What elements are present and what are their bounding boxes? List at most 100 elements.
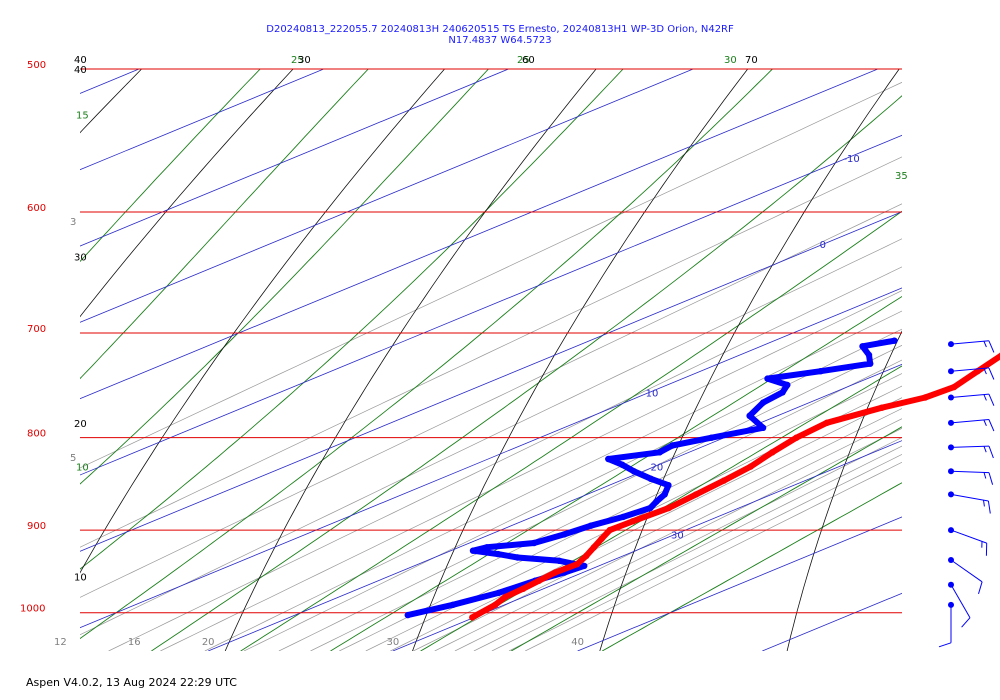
moist-adiabat-line	[80, 69, 624, 570]
temperature-profile-point	[606, 526, 613, 534]
dewpoint-profile-point	[759, 399, 767, 406]
mixing-ratio-line	[365, 385, 902, 651]
dewpoint-profile-point	[469, 547, 477, 554]
temperature-profile-point	[573, 561, 581, 568]
dewpoint-profile-point	[561, 531, 568, 538]
wind-barb-flag	[988, 367, 995, 380]
dry-adiabat-label: 20	[74, 419, 87, 430]
isotherm-line	[80, 69, 695, 323]
temperature-tick-label: 30	[387, 637, 400, 648]
isotherm-line	[80, 211, 902, 552]
dewpoint-profile-point	[647, 504, 654, 512]
temperature-profile-point	[502, 593, 509, 601]
mixing-ratio-line	[310, 359, 902, 651]
mixing-ratio-line	[390, 397, 902, 651]
wind-barb-flag	[988, 340, 995, 353]
dewpoint-profile-point	[746, 412, 753, 419]
temperature-profile-point	[974, 368, 981, 375]
wind-barb-staff	[950, 393, 989, 398]
wind-barb-staff	[950, 559, 983, 583]
mixing-ratio-line	[108, 266, 902, 651]
wind-barb-staff	[950, 529, 987, 544]
dewpoint-profile-point	[483, 544, 490, 551]
temperature-profile-point	[950, 383, 958, 391]
dewpoint-profile-point	[605, 455, 612, 463]
dewpoint-profile-point	[587, 522, 594, 529]
temperature-profile-point	[590, 544, 598, 551]
wind-barb-staff	[950, 470, 990, 474]
isotherm-line	[80, 287, 902, 629]
dewpoint-profile-point	[630, 468, 638, 475]
temperature-profile-point	[535, 577, 543, 584]
mixing-ratio-line	[434, 418, 902, 651]
moist-adiabat-line	[80, 69, 490, 485]
pressure-label: 800	[27, 429, 46, 440]
mixing-ratio-line	[491, 445, 902, 651]
moist-adiabat-line	[510, 426, 902, 651]
mixing-ratio-line	[473, 437, 902, 651]
pressure-label: 600	[27, 203, 46, 214]
top-axis-label: 25	[291, 55, 304, 66]
wind-barb	[948, 491, 991, 514]
mixing-ratio-line	[525, 461, 902, 651]
dry-adiabat-line	[80, 69, 294, 318]
isotherm-line	[762, 592, 902, 651]
temperature-profile-point	[878, 404, 886, 411]
temperature-profile-point	[922, 394, 929, 401]
wind-barb	[948, 557, 983, 595]
top-axis-label: 30	[298, 55, 311, 66]
top-axis-label: 25	[517, 55, 530, 66]
dewpoint-profile-point	[764, 375, 771, 382]
temperature-profile-point	[552, 569, 559, 576]
wind-barb-half-flag	[983, 446, 987, 453]
temperature-profile-point	[769, 449, 776, 456]
top-axis-label: 40	[74, 55, 87, 66]
temperature-profile-point	[747, 463, 754, 470]
dewpoint-profile-point	[665, 482, 672, 489]
pressure-label: 700	[27, 324, 46, 335]
temperature-profile-point	[665, 504, 672, 512]
dewpoint-profile-point	[656, 449, 663, 456]
dewpoint-profile-point	[669, 442, 676, 449]
dewpoint-profile-point	[759, 424, 767, 431]
wind-barb	[948, 419, 995, 432]
pressure-label: 900	[27, 521, 46, 532]
wind-barb-flag	[987, 500, 991, 514]
dewpoint-profile-point	[530, 539, 538, 547]
wind-barb-half-flag	[983, 500, 985, 507]
dewpoint-profile-point	[867, 360, 874, 367]
dry-adiabat-line	[974, 0, 1000, 651]
mixing-ratio-line	[243, 328, 902, 651]
chart-title-line2: N17.4837 W64.5723	[448, 35, 552, 46]
wind-barb-flag	[961, 617, 971, 628]
top-axis-label: 60	[522, 55, 535, 66]
dry-adiabat-line	[599, 69, 900, 651]
wind-barb	[948, 367, 995, 380]
wind-barb-staff	[950, 584, 971, 618]
wind-barb-staff	[950, 445, 990, 448]
dewpoint-profile-point	[514, 554, 521, 561]
isotherm-label: 20	[651, 463, 664, 474]
isotherm-line	[80, 69, 141, 94]
wind-barb-flag	[978, 581, 983, 595]
dewpoint-profile-point	[495, 589, 502, 597]
chart-title-line1: D20240813_222055.7 20240813H 240620515 T…	[266, 24, 734, 35]
footer-text: Aspen V4.0.2, 13 Aug 2024 22:29 UTC	[26, 676, 237, 689]
moist-adiabat-line	[151, 95, 902, 651]
moist-adiabat-line	[330, 295, 902, 651]
wind-barb-half-flag	[983, 341, 987, 348]
dewpoint-profile-point	[708, 434, 715, 441]
moist-adiabat-line	[240, 210, 902, 651]
isotherm-line	[80, 69, 325, 171]
dewpoint-profile-point	[661, 491, 668, 498]
wind-barb-flag	[938, 642, 952, 648]
temperature-tick-label: 12	[54, 637, 67, 648]
temperature-profile-point	[519, 585, 527, 592]
dewpoint-profile-point	[784, 381, 791, 389]
temperature-profile-point	[598, 535, 605, 542]
wind-barb	[948, 340, 995, 353]
dry-adiabat-label: 30	[74, 252, 87, 263]
dewpoint-profile-point	[404, 611, 411, 619]
mixing-ratio-line	[80, 238, 902, 636]
dewpoint-profile-point	[581, 562, 588, 570]
